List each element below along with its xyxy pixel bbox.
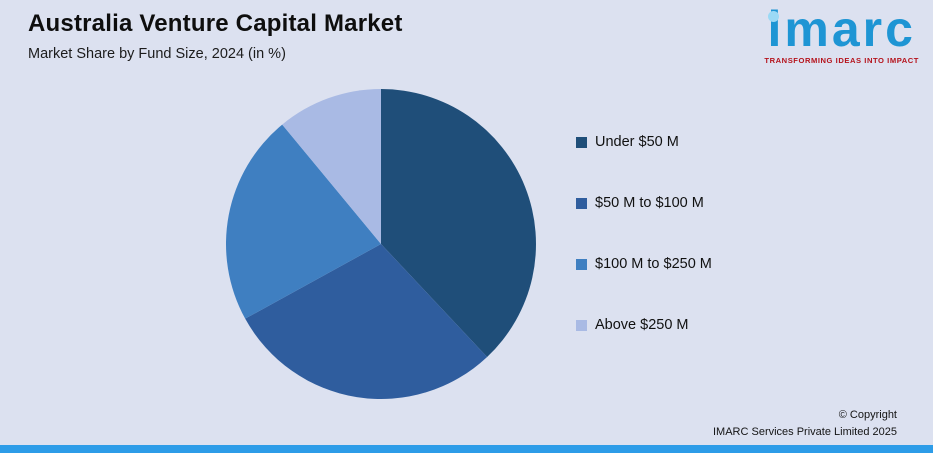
legend-swatch bbox=[576, 258, 587, 270]
imarc-wordmark: imarc bbox=[767, 4, 915, 54]
imarc-logo: imarc TRANSFORMING IDEAS INTO IMPACT bbox=[764, 4, 919, 65]
legend-item: Under $50 M bbox=[576, 134, 712, 150]
imarc-tagline: TRANSFORMING IDEAS INTO IMPACT bbox=[764, 56, 919, 65]
legend-item: $100 M to $250 M bbox=[576, 256, 712, 272]
page-title: Australia Venture Capital Market bbox=[28, 10, 403, 37]
pie-slice-2 bbox=[225, 124, 381, 319]
pie-chart-svg bbox=[225, 89, 536, 399]
copyright-line-1: © Copyright bbox=[838, 409, 897, 421]
legend-label: Above $250 M bbox=[595, 317, 689, 333]
pie-chart bbox=[225, 88, 537, 400]
copyright-line-2: IMARC Services Private Limited 2025 bbox=[712, 425, 897, 438]
pie-slice-0 bbox=[381, 89, 536, 357]
page-subtitle: Market Share by Fund Size, 2024 (in %) bbox=[28, 46, 286, 62]
bottom-accent-bar bbox=[0, 445, 933, 453]
copyright-note: © Copyright IMARC Services Private Limit… bbox=[713, 407, 897, 440]
imarc-logo-dot-icon bbox=[768, 11, 780, 22]
legend-label: Under $50 M bbox=[595, 134, 679, 150]
legend-swatch bbox=[576, 319, 587, 331]
legend-swatch bbox=[576, 136, 587, 148]
legend-swatch bbox=[576, 197, 587, 209]
imarc-wordmark-text: imarc bbox=[767, 1, 916, 57]
legend-label: $50 M to $100 M bbox=[595, 195, 704, 211]
pie-slice-3 bbox=[282, 89, 381, 244]
chart-legend: Under $50 M $50 M to $100 M $100 M to $2… bbox=[576, 134, 712, 333]
legend-label: $100 M to $250 M bbox=[595, 256, 712, 272]
legend-item: Above $250 M bbox=[576, 317, 712, 333]
legend-item: $50 M to $100 M bbox=[576, 195, 712, 211]
pie-slice-1 bbox=[245, 244, 488, 399]
